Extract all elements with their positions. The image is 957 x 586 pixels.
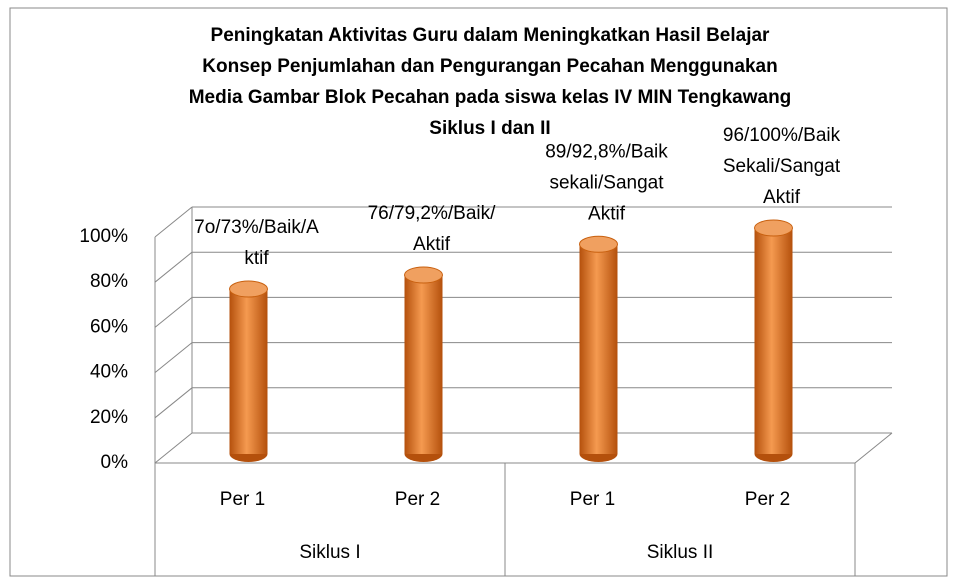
- group-label: Siklus II: [647, 542, 714, 563]
- bar: [754, 228, 793, 454]
- bar: [404, 275, 443, 454]
- x-tick-label: Per 1: [220, 489, 265, 510]
- data-label: 7o/73%/Baik/A: [194, 217, 319, 238]
- y-tick-label: 0%: [101, 452, 129, 473]
- floor-edge: [854, 432, 893, 464]
- grid-line: [154, 251, 193, 283]
- grid-line: [154, 297, 193, 328]
- bar-top: [579, 235, 618, 253]
- y-tick-label: 100%: [79, 226, 128, 247]
- data-label: Aktif: [588, 203, 626, 224]
- x-tick-label: Per 1: [570, 489, 615, 510]
- chart-title: Media Gambar Blok Pecahan pada siswa kel…: [189, 87, 792, 108]
- data-label: 96/100%/Baik: [723, 125, 841, 146]
- chart-title: Peningkatan Aktivitas Guru dalam Meningk…: [211, 25, 771, 46]
- y-tick-label: 20%: [90, 407, 128, 428]
- y-tick-label: 40%: [90, 362, 128, 383]
- y-tick-label: 60%: [90, 316, 128, 337]
- data-label: Aktif: [413, 234, 451, 255]
- grid-line: [154, 387, 193, 419]
- y-tick-label: 80%: [90, 271, 128, 292]
- grid-line: [154, 342, 193, 373]
- chart-title: Siklus I dan II: [429, 118, 550, 139]
- bar: [579, 244, 618, 454]
- grid-line: [154, 432, 193, 464]
- x-tick-label: Per 2: [395, 489, 440, 510]
- data-label: ktif: [244, 248, 269, 269]
- bar-top: [754, 219, 793, 237]
- bar: [229, 289, 268, 454]
- group-label: Siklus I: [299, 542, 360, 563]
- bar-top: [229, 280, 268, 298]
- data-label: Sekali/Sangat: [723, 156, 841, 177]
- chart-title: Konsep Penjumlahan dan Pengurangan Pecah…: [202, 56, 777, 77]
- data-label: sekali/Sangat: [549, 172, 664, 193]
- data-label: 76/79,2%/Baik/: [368, 203, 497, 224]
- data-label: 89/92,8%/Baik: [545, 141, 668, 162]
- data-label: Aktif: [763, 187, 801, 208]
- x-tick-label: Per 2: [745, 489, 790, 510]
- grid-line: [154, 206, 193, 238]
- bar-top: [404, 266, 443, 284]
